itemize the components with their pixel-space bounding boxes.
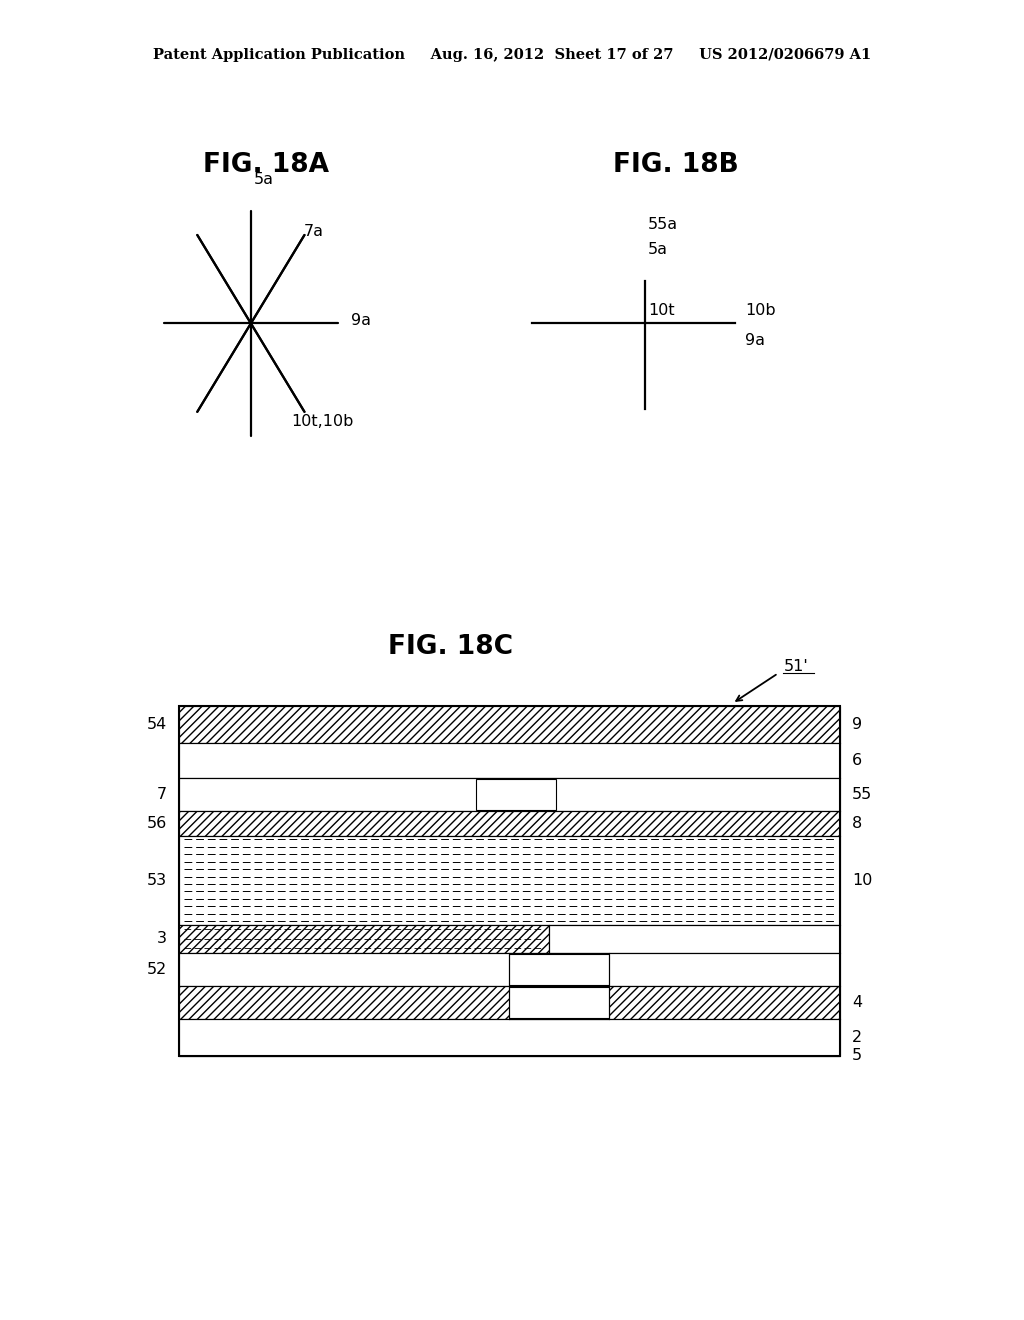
- Text: 56: 56: [146, 816, 167, 830]
- Text: 6: 6: [852, 752, 862, 768]
- Text: 10t,10b: 10t,10b: [291, 414, 353, 429]
- Text: 5a: 5a: [254, 173, 274, 187]
- Bar: [179, 1019, 840, 1056]
- Text: 9a: 9a: [351, 313, 372, 329]
- Text: 9: 9: [852, 717, 862, 733]
- Text: 7: 7: [157, 787, 167, 803]
- Text: 5a: 5a: [648, 242, 669, 256]
- Bar: [179, 986, 840, 1019]
- Bar: [510, 954, 608, 985]
- Text: 54: 54: [146, 717, 167, 733]
- Text: FIG. 18A: FIG. 18A: [203, 152, 330, 178]
- Text: 10: 10: [852, 873, 872, 888]
- Text: FIG. 18C: FIG. 18C: [388, 634, 513, 660]
- Text: 4: 4: [852, 995, 862, 1010]
- Bar: [179, 953, 549, 986]
- Bar: [179, 836, 840, 925]
- Text: 55: 55: [852, 787, 872, 803]
- Bar: [179, 925, 549, 953]
- Text: 5: 5: [852, 1048, 862, 1064]
- Text: 9a: 9a: [745, 333, 766, 348]
- Bar: [476, 779, 556, 809]
- Bar: [179, 706, 840, 1056]
- Text: 51': 51': [783, 659, 808, 675]
- Text: 7a: 7a: [304, 224, 324, 239]
- Text: 52: 52: [146, 962, 167, 977]
- Text: 55a: 55a: [648, 216, 678, 232]
- Text: 10b: 10b: [745, 302, 776, 318]
- Bar: [510, 987, 608, 1018]
- Text: 53: 53: [146, 873, 167, 888]
- Text: 3: 3: [157, 932, 167, 946]
- Bar: [549, 953, 840, 986]
- Text: Patent Application Publication     Aug. 16, 2012  Sheet 17 of 27     US 2012/020: Patent Application Publication Aug. 16, …: [153, 49, 871, 62]
- Text: 8: 8: [852, 816, 862, 830]
- Text: 2: 2: [852, 1030, 862, 1045]
- Bar: [549, 925, 840, 953]
- Text: FIG. 18B: FIG. 18B: [613, 152, 738, 178]
- Bar: [179, 777, 840, 810]
- Bar: [179, 810, 840, 836]
- Bar: [179, 743, 840, 777]
- Bar: [179, 706, 840, 743]
- Text: 10t: 10t: [648, 304, 675, 318]
